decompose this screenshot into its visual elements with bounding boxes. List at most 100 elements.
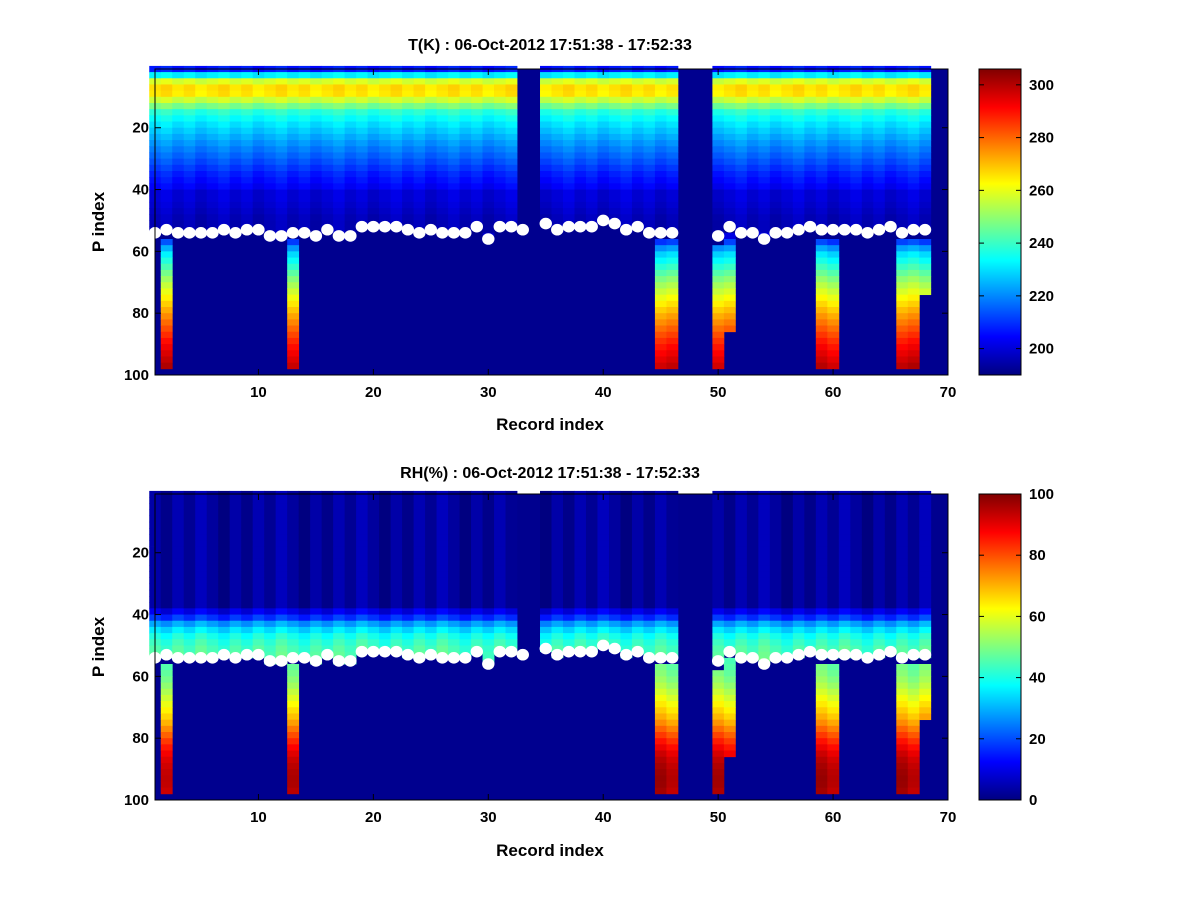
heatmap-cell	[436, 515, 449, 523]
heatmap-cell	[229, 639, 242, 646]
colorbar-tick-label: 40	[1029, 670, 1046, 687]
heatmap-cell	[896, 694, 909, 702]
heatmap-cell	[746, 189, 759, 197]
heatmap-cell	[919, 201, 932, 209]
heatmap-cell	[310, 103, 323, 110]
heatmap-cell	[379, 164, 391, 172]
heatmap-cell	[827, 257, 840, 265]
heatmap-cell	[425, 140, 437, 147]
heatmap-cell	[206, 84, 219, 92]
heatmap-cell	[827, 214, 840, 221]
heatmap-cell	[792, 528, 805, 535]
heatmap-cell	[333, 614, 346, 622]
heatmap-cell	[379, 121, 391, 129]
heatmap-cell	[494, 171, 506, 178]
heatmap-cell	[712, 201, 725, 209]
heatmap-cell	[827, 78, 840, 85]
heatmap-cell	[654, 90, 667, 98]
heatmap-cell	[195, 509, 208, 517]
surface-marker	[447, 227, 461, 239]
heatmap-cell	[769, 546, 782, 554]
heatmap-cell	[746, 171, 759, 178]
heatmap-cell	[827, 639, 840, 646]
heatmap-cell	[402, 620, 414, 628]
heatmap-cell	[643, 503, 656, 510]
heatmap-cell	[608, 127, 621, 135]
heatmap-cell	[333, 503, 346, 510]
heatmap-cell	[861, 540, 874, 547]
heatmap-cell	[631, 596, 644, 603]
heatmap-cell	[654, 744, 667, 751]
heatmap-cell	[562, 558, 575, 566]
heatmap-cell	[562, 497, 575, 504]
surface-marker	[872, 223, 886, 236]
heatmap-cell	[815, 319, 828, 326]
heatmap-cell	[551, 72, 564, 79]
heatmap-cell	[333, 140, 346, 147]
heatmap-cell	[827, 164, 840, 172]
heatmap-cell	[275, 84, 288, 92]
heatmap-cell	[620, 583, 633, 591]
heatmap-cell	[551, 90, 564, 98]
heatmap-cell	[436, 146, 449, 153]
heatmap-cell	[666, 534, 679, 541]
heatmap-cell	[896, 325, 909, 333]
heatmap-cell	[815, 719, 828, 727]
heatmap-cell	[608, 534, 621, 541]
heatmap-cell	[585, 521, 598, 529]
heatmap-cell	[643, 140, 656, 147]
heatmap-cell	[367, 90, 380, 98]
heatmap-cell	[448, 614, 460, 622]
heatmap-cell	[333, 509, 346, 517]
heatmap-cell	[608, 189, 621, 197]
heatmap-cell	[585, 503, 598, 510]
heatmap-cell	[712, 762, 725, 770]
heatmap-cell	[298, 72, 311, 79]
heatmap-cell	[884, 608, 897, 615]
heatmap-cell	[712, 226, 725, 234]
heatmap-cell	[574, 177, 587, 184]
heatmap-cell	[471, 540, 483, 547]
heatmap-cell	[482, 220, 495, 228]
heatmap-cell	[195, 84, 208, 92]
heatmap-cell	[838, 602, 851, 609]
heatmap-cell	[367, 133, 380, 141]
heatmap-cell	[631, 540, 644, 547]
heatmap-cell	[861, 639, 874, 646]
heatmap-cell	[861, 528, 874, 535]
heatmap-cell	[471, 72, 483, 79]
heatmap-cell	[712, 245, 725, 252]
heatmap-cell	[654, 781, 667, 789]
heatmap-cell	[160, 719, 173, 727]
surface-marker	[413, 227, 426, 239]
heatmap-cell	[402, 152, 414, 160]
heatmap-cell	[183, 552, 196, 560]
heatmap-cell	[275, 639, 288, 646]
heatmap-cell	[494, 521, 506, 529]
heatmap-cell	[781, 177, 794, 184]
heatmap-cell	[367, 521, 380, 529]
heatmap-cell	[735, 515, 748, 523]
heatmap-cell	[218, 220, 231, 228]
heatmap-cell	[551, 540, 564, 547]
heatmap-cell	[631, 509, 644, 517]
heatmap-cell	[344, 497, 357, 504]
heatmap-cell	[919, 596, 932, 603]
heatmap-cell	[666, 738, 679, 745]
surface-marker	[849, 223, 863, 236]
heatmap-cell	[907, 201, 920, 209]
heatmap-cell	[344, 140, 357, 147]
heatmap-cell	[838, 509, 851, 517]
heatmap-cell	[448, 140, 460, 147]
heatmap-cell	[861, 608, 874, 615]
heatmap-cell	[735, 614, 748, 622]
heatmap-cell	[723, 540, 736, 547]
heatmap-cell	[160, 245, 173, 252]
heatmap-cell	[241, 626, 254, 634]
heatmap-cell	[896, 528, 909, 535]
surface-marker	[597, 214, 610, 227]
heatmap-cell	[861, 220, 874, 228]
heatmap-cell	[608, 546, 621, 554]
heatmap-cell	[379, 546, 391, 554]
heatmap-cell	[654, 72, 667, 79]
